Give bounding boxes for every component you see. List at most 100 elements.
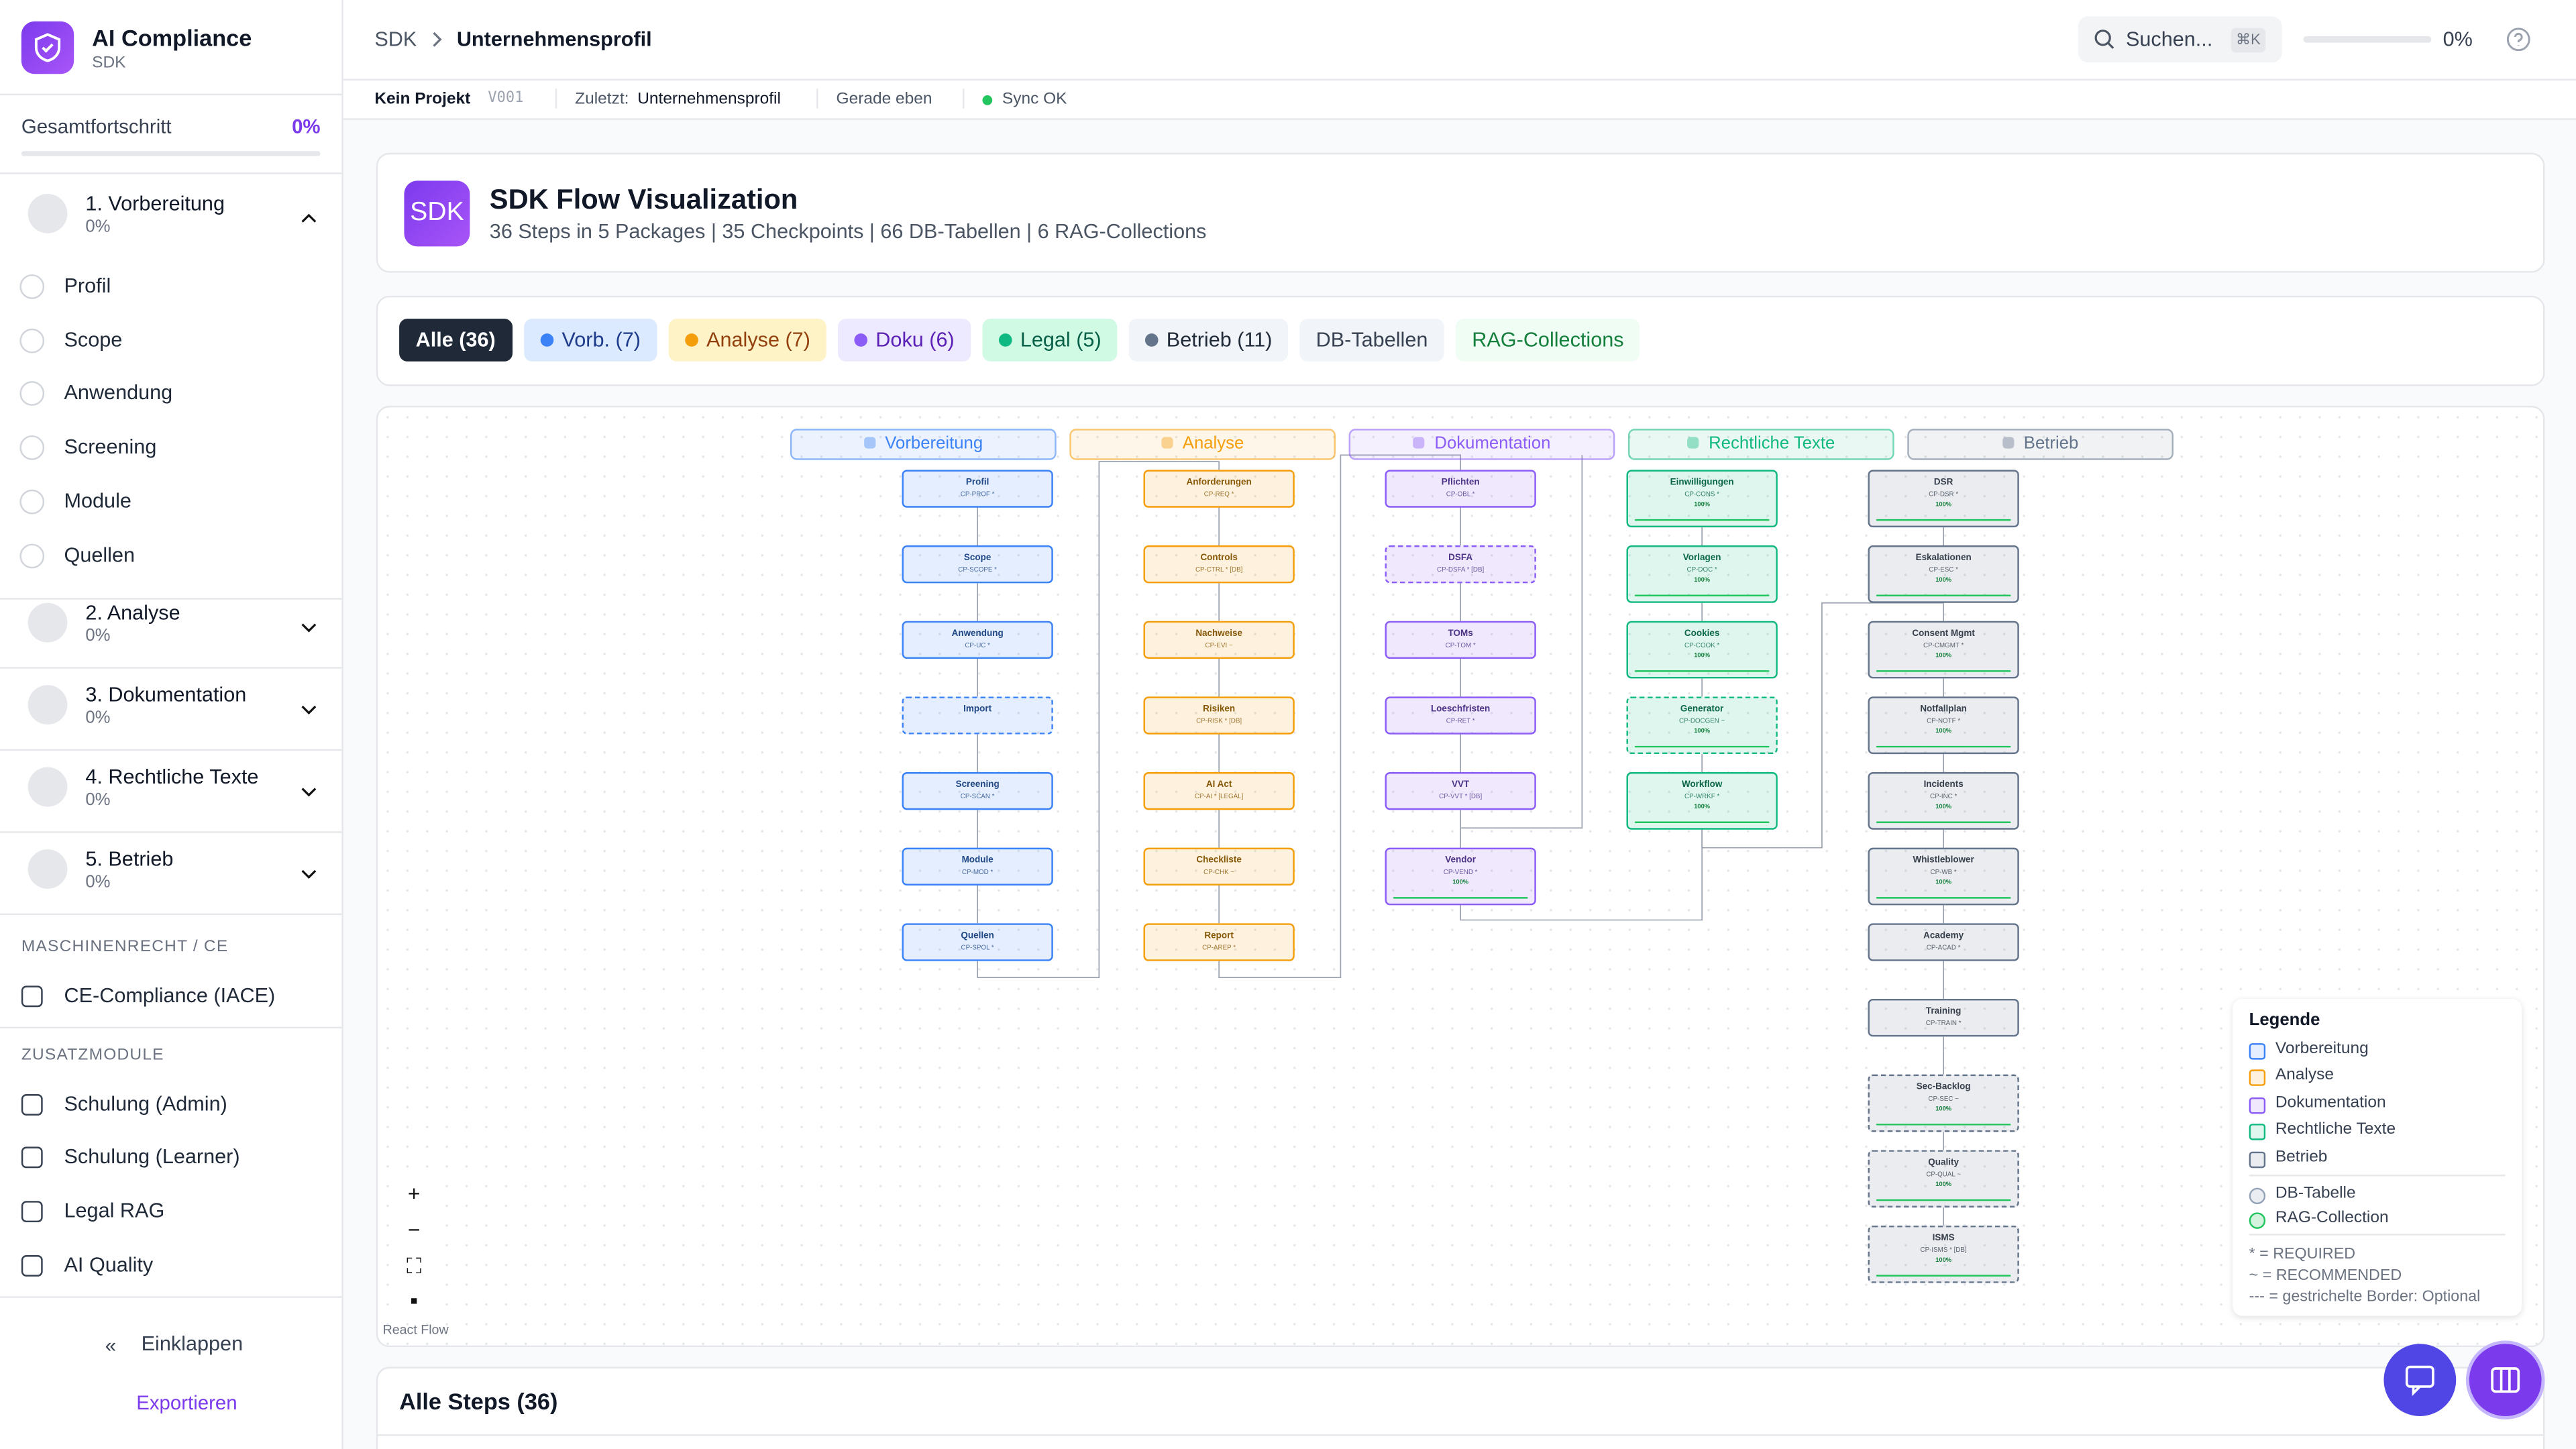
flow-node[interactable]: Workflow CP-WRKF * 100% [1626, 772, 1778, 830]
section-title[interactable]: 1. Vorbereitung [85, 192, 225, 215]
node-name: DSR [1933, 478, 1953, 488]
flow-node[interactable]: Incidents CP-INC * 100% [1868, 772, 2019, 830]
filter-chip[interactable]: Alle (36) [399, 319, 513, 362]
zoom-control[interactable]: ■ [396, 1285, 433, 1321]
filter-chip[interactable]: Doku (6) [837, 319, 971, 362]
flow-node[interactable]: Cookies CP-COOK * 100% [1626, 621, 1778, 679]
node-code: CP-UC * [965, 641, 990, 649]
filter-chip[interactable]: DB-Tabellen [1299, 319, 1444, 362]
flow-node[interactable]: Quellen CP-SPOL * [902, 923, 1053, 961]
flow-node[interactable]: Scope CP-SCOPE * [902, 545, 1053, 584]
flow-node[interactable]: TOMs CP-TOM * [1385, 621, 1536, 659]
sep [555, 89, 557, 109]
filter-chip[interactable]: RAG-Collections [1455, 319, 1641, 362]
flow-node[interactable]: Notfallplan CP-NOTF * 100% [1868, 696, 2019, 755]
flow-node[interactable]: Risiken CP-RISK * [DB] [1143, 696, 1295, 735]
flow-node[interactable]: Einwilligungen CP-CONS * 100% [1626, 470, 1778, 528]
legend-label: DB-Tabelle [2275, 1184, 2356, 1203]
node-code: CP-CMGMT * [1923, 641, 1964, 649]
node-name: Academy [1923, 931, 1964, 942]
flow-node[interactable]: Vendor CP-VEND * 100% [1385, 847, 1536, 906]
node-name: ISMS [1932, 1234, 1955, 1244]
flow-node[interactable]: VVT CP-VVT * [DB] [1385, 772, 1536, 810]
zoom-control[interactable]: − [396, 1212, 433, 1249]
flow-node[interactable]: Controls CP-CTRL * [DB] [1143, 545, 1295, 584]
step-item[interactable]: Profil [64, 274, 111, 298]
step-circle [19, 489, 45, 515]
flow-node[interactable]: Anforderungen CP-REQ * [1143, 470, 1295, 508]
node-code: CP-WRKF * [1684, 792, 1720, 800]
section-icon [28, 767, 68, 807]
node-code: CP-COOK * [1684, 641, 1720, 649]
flow-node[interactable]: Module CP-MOD * [902, 847, 1053, 886]
section-title[interactable]: 5. Betrieb [85, 848, 174, 871]
node-name: Loeschfristen [1430, 704, 1491, 715]
flow-node[interactable]: DSR CP-DSR * 100% [1868, 470, 2019, 528]
flow-node[interactable]: Eskalationen CP-ESC * 100% [1868, 545, 2019, 603]
last-value: Unternehmensprofil [637, 90, 781, 109]
node-progress: 100% [1935, 879, 1952, 886]
export[interactable]: Exportieren [136, 1391, 237, 1415]
filter-chip[interactable]: Vorb. (7) [524, 319, 657, 362]
filter-chip[interactable]: Legal (5) [982, 319, 1118, 362]
flow-node[interactable]: Training CP-TRAIN * [1868, 998, 2019, 1037]
node-progress: 100% [1935, 576, 1952, 584]
package-icon [863, 437, 875, 449]
flow-node[interactable]: DSFA CP-DSFA * [DB] [1385, 545, 1536, 584]
step-item[interactable]: Screening [64, 435, 157, 459]
step-item[interactable]: Scope [64, 328, 123, 352]
node-name: Controls [1200, 553, 1238, 564]
zoom-control[interactable]: ⛶ [396, 1248, 433, 1285]
filter-chip[interactable]: Analyse (7) [668, 319, 827, 362]
nav-item[interactable]: Legal RAG [64, 1199, 165, 1223]
project: Kein Projekt [374, 90, 471, 109]
step-item[interactable]: Module [64, 489, 131, 513]
node-code: CP-CTRL * [DB] [1195, 565, 1243, 574]
flow-node[interactable]: ISMS CP-ISMS * [DB] 100% [1868, 1225, 2019, 1283]
help-icon[interactable] [2506, 26, 2532, 52]
legend-label: RAG-Collection [2275, 1209, 2389, 1228]
nav-item[interactable]: Schulung (Learner) [64, 1145, 240, 1169]
section-title[interactable]: 3. Dokumentation [85, 684, 247, 707]
filter-chip[interactable]: Betrieb (11) [1128, 319, 1289, 362]
node-name: Module [961, 855, 994, 866]
flow-node[interactable]: Report CP-AREP * [1143, 923, 1295, 961]
flow-node[interactable]: Import [902, 696, 1053, 735]
edge [1460, 455, 1583, 829]
section-progress: 0% [85, 872, 111, 893]
flow-node[interactable]: Consent Mgmt CP-CMGMT * 100% [1868, 621, 2019, 679]
shortcut: ⌘K [2231, 28, 2266, 53]
flow-node[interactable]: Screening CP-SCAN * [902, 772, 1053, 810]
flow-node[interactable]: Quality CP-QUAL ~ 100% [1868, 1150, 2019, 1208]
section-title[interactable]: 2. Analyse [85, 601, 180, 625]
flow-node[interactable]: AI Act CP-AI * [LEGAL] [1143, 772, 1295, 810]
nav-item[interactable]: AI Quality [64, 1253, 154, 1277]
node-name: Report [1204, 931, 1234, 942]
step-item[interactable]: Quellen [64, 543, 136, 566]
flow-node[interactable]: Pflichten CP-OBL * [1385, 470, 1536, 508]
nav-item[interactable]: Schulung (Admin) [64, 1091, 227, 1116]
step-item[interactable]: Anwendung [64, 382, 173, 405]
nav-item[interactable]: CE-Compliance (IACE) [64, 983, 276, 1008]
breadcrumb-root[interactable]: SDK [374, 28, 417, 51]
flow-node[interactable]: Generator CP-DOCGEN ~ 100% [1626, 696, 1778, 755]
flow-node[interactable]: Vorlagen CP-DOC * 100% [1626, 545, 1778, 603]
panel-button[interactable] [2469, 1344, 2542, 1417]
sep [816, 89, 818, 109]
flow-node[interactable]: Anwendung CP-UC * [902, 621, 1053, 659]
flow-node[interactable]: Sec-Backlog CP-SEC ~ 100% [1868, 1074, 2019, 1132]
section-title[interactable]: 4. Rechtliche Texte [85, 765, 259, 789]
node-code: CP-QUAL ~ [1926, 1169, 1961, 1178]
chat-button[interactable] [2383, 1344, 2457, 1417]
node-name: AI Act [1205, 780, 1232, 790]
flow-node[interactable]: Whistleblower CP-WB * 100% [1868, 847, 2019, 906]
flow-node[interactable]: Checkliste CP-CHK ~ [1143, 847, 1295, 886]
flow-node[interactable]: Loeschfristen CP-RET * [1385, 696, 1536, 735]
flow-node[interactable]: Academy CP-ACAD * [1868, 923, 2019, 961]
zoom-control[interactable]: + [396, 1176, 433, 1213]
flow-node[interactable]: Nachweise CP-EVI ~ [1143, 621, 1295, 659]
collapse[interactable]: Einklappen [141, 1332, 244, 1356]
node-progress: 100% [1452, 879, 1469, 886]
search[interactable]: Suchen... ⌘K [2078, 16, 2282, 63]
flow-node[interactable]: Profil CP-PROF * [902, 470, 1053, 508]
